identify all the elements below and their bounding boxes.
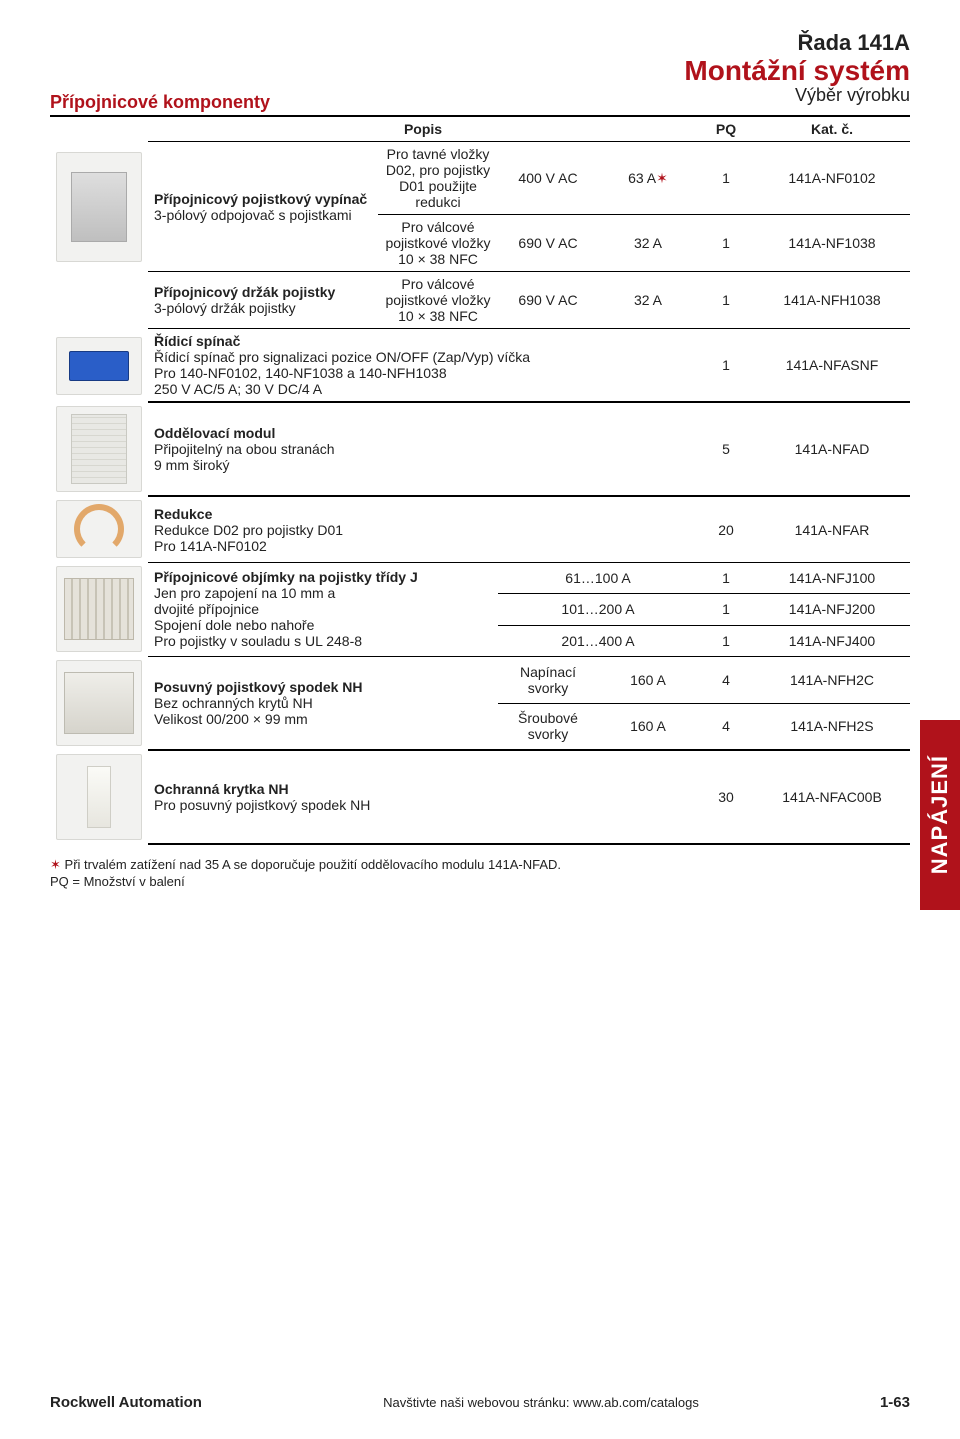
row-line: Redukce D02 pro pojistky D01 (154, 522, 692, 538)
header-series: Řada 141A (50, 30, 910, 56)
row-amp: 61…100 A (498, 562, 698, 593)
row-amp: 32 A (598, 215, 698, 272)
row-line: Pro posuvný pojistkový spodek NH (154, 797, 692, 813)
row-cat: 141A-NFAD (754, 402, 910, 496)
row-pq: 5 (698, 402, 754, 496)
table-row: Redukce Redukce D02 pro pojistky D01 Pro… (50, 496, 910, 562)
row-line: Připojitelný na obou stranách (154, 441, 692, 457)
row-line: Jen pro zapojení na 10 mm a (154, 585, 492, 601)
row-line: Pro 140-NF0102, 140-NF1038 a 140-NFH1038 (154, 365, 692, 381)
row-title: Přípojnicové objímky na pojistky třídy J (154, 569, 418, 585)
row-amp: 32 A (598, 272, 698, 329)
table-row: Řídicí spínač Řídicí spínač pro signaliz… (50, 329, 910, 403)
product-image (56, 152, 142, 262)
row-cat: 141A-NFAC00B (754, 750, 910, 844)
row-spec: Pro válcové pojistkové vložky 10 × 38 NF… (378, 215, 498, 272)
row-subtitle: 3-pólový odpojovač s pojistkami (154, 207, 372, 223)
product-image (56, 660, 142, 746)
row-pq: 1 (698, 562, 754, 593)
row-cat: 141A-NFH2S (754, 703, 910, 750)
row-line: Bez ochranných krytů NH (154, 695, 492, 711)
table-row: Přípojnicové objímky na pojistky třídy J… (50, 562, 910, 593)
product-image (56, 500, 142, 558)
product-image (56, 754, 142, 840)
row-spec: Napínací svorky (498, 656, 598, 703)
row-title: Oddělovací modul (154, 425, 275, 441)
row-title: Přípojnicový držák pojistky (154, 284, 335, 300)
row-cat: 141A-NFH1038 (754, 272, 910, 329)
row-pq: 4 (698, 656, 754, 703)
section-title: Přípojnicové komponenty (50, 92, 910, 113)
row-title: Přípojnicový pojistkový vypínač (154, 191, 367, 207)
col-popis: Popis (148, 117, 698, 142)
row-cat: 141A-NF1038 (754, 215, 910, 272)
row-line: Řídicí spínač pro signalizaci pozice ON/… (154, 349, 692, 365)
row-cat: 141A-NF0102 (754, 142, 910, 215)
row-line: Pro 141A-NF0102 (154, 538, 692, 554)
col-pq: PQ (698, 117, 754, 142)
row-amp: 160 A (598, 703, 698, 750)
row-title: Posuvný pojistkový spodek NH (154, 679, 363, 695)
footnote-text: Při trvalém zatížení nad 35 A se doporuč… (65, 857, 561, 872)
side-tab-label: NAPÁJENÍ (927, 755, 953, 874)
product-image (56, 337, 142, 395)
row-pq: 1 (698, 272, 754, 329)
product-table: Popis PQ Kat. č. Přípojnicový pojistkový… (50, 117, 910, 845)
row-line: 9 mm široký (154, 457, 692, 473)
row-amp: 201…400 A (498, 625, 698, 656)
row-spec: Pro válcové pojistkové vložky 10 × 38 NF… (378, 272, 498, 329)
row-line: 250 V AC/5 A; 30 V DC/4 A (154, 381, 692, 397)
table-row: Oddělovací modul Připojitelný na obou st… (50, 402, 910, 496)
side-tab: NAPÁJENÍ (920, 720, 960, 910)
row-line: Velikost 00/200 × 99 mm (154, 711, 492, 727)
row-cat: 141A-NFJ200 (754, 594, 910, 625)
row-title: Ochranná krytka NH (154, 781, 289, 797)
product-image (56, 406, 142, 492)
row-line: Pro pojistky v souladu s UL 248-8 (154, 633, 492, 649)
page: Řada 141A Montážní systém Výběr výrobku … (0, 0, 960, 889)
row-title: Redukce (154, 506, 212, 522)
row-cat: 141A-NFAR (754, 496, 910, 562)
table-row: Přípojnicový pojistkový vypínač 3-pólový… (50, 142, 910, 215)
table-row: Přípojnicový držák pojistky 3-pólový drž… (50, 272, 910, 329)
row-pq: 1 (698, 215, 754, 272)
product-image (56, 566, 142, 652)
row-volt: 690 V AC (498, 215, 598, 272)
row-spec: Šroubové svorky (498, 703, 598, 750)
footnote: ✶ Při trvalém zatížení nad 35 A se dopor… (50, 857, 910, 873)
row-volt: 690 V AC (498, 272, 598, 329)
row-pq: 20 (698, 496, 754, 562)
row-volt: 400 V AC (498, 142, 598, 215)
row-pq: 1 (698, 594, 754, 625)
row-cat: 141A-NFASNF (754, 329, 910, 403)
pq-definition: PQ = Množství v balení (50, 874, 910, 889)
row-cat: 141A-NFH2C (754, 656, 910, 703)
star-icon: ✶ (656, 170, 668, 186)
row-pq: 1 (698, 142, 754, 215)
row-line: dvojité přípojnice (154, 601, 492, 617)
footer-mid: Navštivte naši webovou stránku: www.ab.c… (383, 1395, 699, 1410)
row-amp: 101…200 A (498, 594, 698, 625)
header-title: Montážní systém (50, 56, 910, 85)
row-line: Spojení dole nebo nahoře (154, 617, 492, 633)
row-cat: 141A-NFJ400 (754, 625, 910, 656)
col-kat: Kat. č. (754, 117, 910, 142)
footer-page: 1-63 (880, 1394, 910, 1411)
row-pq: 1 (698, 625, 754, 656)
page-footer: Rockwell Automation Navštivte naši webov… (50, 1394, 910, 1411)
row-spec: Pro tavné vložky D02, pro pojistky D01 p… (378, 142, 498, 215)
row-pq: 1 (698, 329, 754, 403)
row-title: Řídicí spínač (154, 333, 240, 349)
row-pq: 4 (698, 703, 754, 750)
row-amp: 160 A (598, 656, 698, 703)
row-cat: 141A-NFJ100 (754, 562, 910, 593)
table-row: Posuvný pojistkový spodek NH Bez ochrann… (50, 656, 910, 703)
star-icon: ✶ (50, 857, 61, 872)
row-subtitle: 3-pólový držák pojistky (154, 300, 372, 316)
footer-brand: Rockwell Automation (50, 1394, 202, 1411)
row-pq: 30 (698, 750, 754, 844)
table-row: Ochranná krytka NH Pro posuvný pojistkov… (50, 750, 910, 844)
row-amp: 63 A (628, 170, 656, 186)
